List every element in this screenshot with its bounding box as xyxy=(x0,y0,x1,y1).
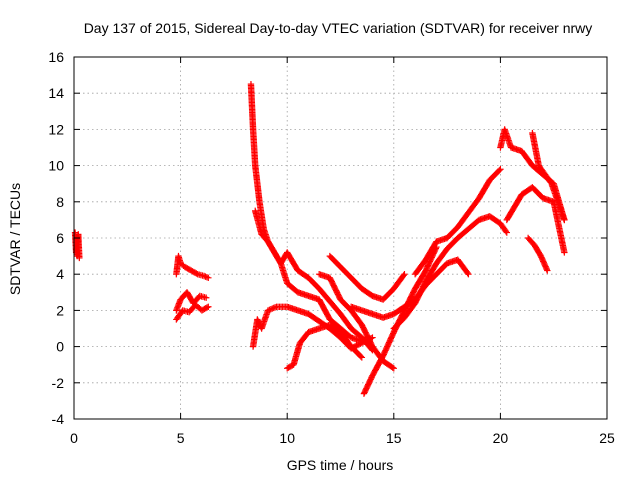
y-tick-label: 12 xyxy=(48,121,64,137)
data-point xyxy=(390,365,397,372)
data-point-fill xyxy=(269,305,276,312)
data-point xyxy=(561,249,568,256)
x-tick-label: 20 xyxy=(493,430,509,446)
data-point xyxy=(358,354,366,361)
data-point-fill xyxy=(271,304,279,311)
y-tick-label: 2 xyxy=(56,302,64,318)
data-point xyxy=(497,166,504,173)
data-point-fill xyxy=(267,305,275,313)
y-tick-label: 6 xyxy=(56,230,64,246)
data-point-fill xyxy=(266,306,273,313)
data-point xyxy=(503,229,510,236)
x-tick-label: 25 xyxy=(599,430,615,446)
data-point xyxy=(205,303,212,310)
data-point xyxy=(561,216,568,224)
data-point xyxy=(465,271,472,278)
y-tick-label: -2 xyxy=(52,375,65,391)
tick-label-layer: 0 5 10 15 20 25 -4 -2 0 2 4 6 8 10 12 14 16 xyxy=(48,49,615,446)
y-tick-label: -4 xyxy=(52,411,65,427)
data-point-fill xyxy=(357,353,364,360)
data-point xyxy=(401,271,408,278)
y-tick-label: 14 xyxy=(48,85,64,101)
data-point xyxy=(544,267,551,274)
data-point-fill xyxy=(270,304,277,312)
plot-frame xyxy=(73,56,608,420)
y-tick-label: 8 xyxy=(56,194,64,210)
chart-title: Day 137 of 2015, Sidereal Day-to-day VTE… xyxy=(84,20,593,36)
data-point xyxy=(200,272,208,280)
data-point-fill xyxy=(193,270,200,277)
x-tick-label: 5 xyxy=(177,430,185,446)
data-point-fill xyxy=(502,228,510,235)
x-axis-label: GPS time / hours xyxy=(287,457,394,473)
data-point xyxy=(264,307,272,314)
x-tick-label: 15 xyxy=(386,430,402,446)
data-point-fill xyxy=(203,274,211,281)
y-tick-label: 10 xyxy=(48,158,64,174)
data-point-fill xyxy=(496,167,503,174)
x-tick-label: 0 xyxy=(70,430,78,446)
y-axis-label: SDTVAR / TECUs xyxy=(7,183,23,295)
y-tick-label: 4 xyxy=(56,266,64,282)
points-layer xyxy=(71,80,568,397)
y-tick-label: 16 xyxy=(48,49,64,65)
data-point xyxy=(76,254,83,262)
y-tick-label: 0 xyxy=(56,339,64,355)
x-tick-label: 10 xyxy=(279,430,295,446)
data-point-fill xyxy=(400,272,407,279)
data-point-fill xyxy=(202,273,209,280)
data-point-fill xyxy=(203,304,211,311)
data-point-fill xyxy=(464,269,471,277)
data-point-fill xyxy=(389,364,396,371)
data-point xyxy=(205,274,212,282)
data-point xyxy=(202,294,210,301)
